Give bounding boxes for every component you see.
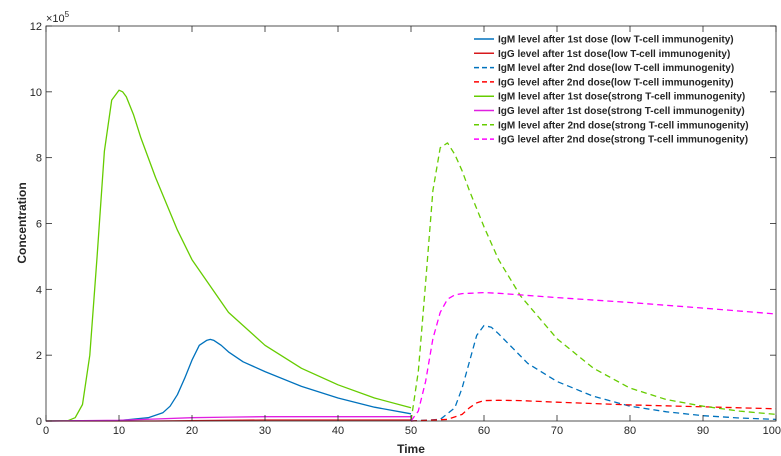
series-line-7 [410,142,777,422]
y-exponent-power: 5 [65,10,70,19]
series-layer [45,89,777,422]
legend-label-2: IgG level after 1st dose(low T-cell immu… [498,49,730,60]
x-tick-label: 80 [624,425,636,437]
y-tick-label: 12 [30,21,42,33]
series-line-4 [410,399,777,422]
legend: IgM level after 1st dose (low T-cell imm… [474,35,749,146]
x-tick-label: 40 [332,425,344,437]
y-tick-label: 2 [36,350,42,362]
legend-label-8: IgG level after 2nd dose(strong T-cell i… [498,135,748,146]
y-exponent-label: ×105 [46,10,70,25]
y-tick-label: 8 [36,153,42,165]
y-axis-title: Concentration [15,182,29,263]
legend-label-1: IgM level after 1st dose (low T-cell imm… [498,35,734,46]
legend-label-3: IgM level after 2nd dose(low T-cell immu… [498,63,734,74]
plot-area [46,26,776,421]
series-line-1 [45,338,412,422]
x-tick-label: 100 [763,425,781,437]
legend-label-7: IgM level after 2nd dose(strong T-cell i… [498,120,749,131]
x-tick-label: 0 [43,425,49,437]
x-tick-label: 50 [405,425,417,437]
x-tick-label: 60 [478,425,490,437]
series-line-6 [45,416,411,422]
x-tick-label: 10 [113,425,125,437]
series-line-5 [45,89,412,422]
x-tick-label: 20 [186,425,198,437]
y-tick-label: 0 [36,416,42,428]
x-tick-label: 30 [259,425,271,437]
x-tick-label: 90 [697,425,709,437]
x-tick-label: 70 [551,425,563,437]
series-line-8 [410,291,777,422]
axes-layer: 0 10 20 30 40 50 60 70 80 90 100 0 2 4 6 8 10 12 [30,21,781,437]
y-tick-label: 10 [30,87,42,99]
legend-label-4: IgG level after 2nd dose(low T-cell immu… [498,77,734,88]
legend-label-6: IgG level after 1st dose(strong T-cell i… [498,106,745,117]
legend-label-5: IgM level after 1st dose(strong T-cell i… [498,92,745,103]
y-tick-label: 4 [36,284,42,296]
series-line-3 [410,324,777,422]
y-tick-label: 6 [36,219,42,231]
x-axis-title: Time [397,442,425,456]
